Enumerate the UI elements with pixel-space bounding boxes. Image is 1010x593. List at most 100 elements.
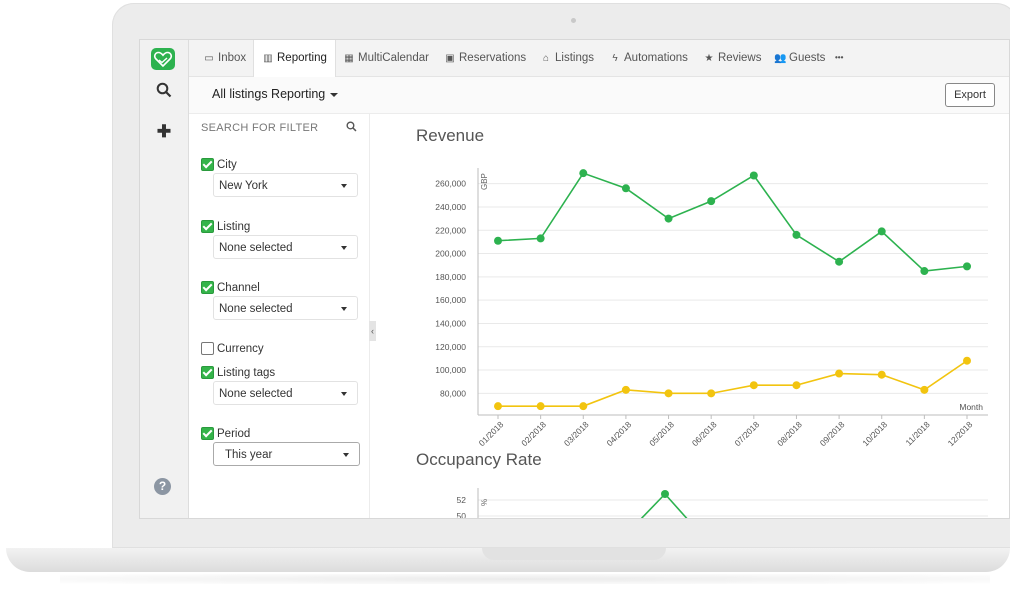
- data-point[interactable]: [621, 385, 630, 394]
- data-point[interactable]: [579, 169, 588, 178]
- select-caret-icon: [343, 453, 349, 457]
- bolt-icon: ϟ: [612, 53, 618, 64]
- data-point[interactable]: [494, 402, 502, 411]
- channel-select[interactable]: None selected: [213, 296, 358, 320]
- listing-checkbox[interactable]: [201, 220, 214, 234]
- data-point[interactable]: [835, 257, 844, 266]
- collapse-filters-button[interactable]: ‹: [369, 321, 376, 341]
- data-point[interactable]: [877, 227, 886, 236]
- series-line: [498, 360, 968, 407]
- filter-listing-tags: Listing tags None selected: [201, 364, 361, 405]
- charts-area: Revenue 80,000 100,000 120,000 140,000 160,0…: [370, 114, 1009, 518]
- period-checkbox[interactable]: [201, 427, 214, 441]
- x-tick-label: 06/2018: [690, 419, 719, 448]
- listing-tags-checkbox[interactable]: [201, 366, 214, 380]
- data-point[interactable]: [792, 230, 801, 239]
- y-tick-label: 80,000: [440, 388, 466, 398]
- y-tick-label: 52: [457, 495, 467, 505]
- data-point[interactable]: [920, 385, 929, 394]
- nav-item-reviews[interactable]: ★ Reviews: [703, 40, 762, 76]
- home-icon: ⌂: [542, 53, 550, 64]
- search-icon[interactable]: [154, 82, 174, 102]
- nav-item-listings[interactable]: ⌂ Listings: [540, 40, 594, 76]
- data-point[interactable]: [579, 402, 588, 411]
- filter-currency: Currency: [201, 340, 361, 358]
- nav-item-inbox[interactable]: ▭ Inbox: [203, 40, 246, 76]
- inbox-icon: ▭: [204, 53, 214, 64]
- nav-item-guests[interactable]: 👥 Guests: [774, 40, 825, 76]
- data-point[interactable]: [494, 236, 502, 245]
- filter-search-icon[interactable]: [346, 121, 357, 135]
- filter-panel: SEARCH FOR FILTER City New York Listing …: [189, 114, 370, 518]
- more-menu-button[interactable]: •••: [835, 53, 844, 62]
- select-caret-icon: [341, 307, 347, 311]
- listing-select[interactable]: None selected: [213, 235, 358, 259]
- y-tick-label: 200,000: [435, 249, 466, 259]
- data-point[interactable]: [664, 214, 673, 223]
- y-tick-label: 180,000: [435, 272, 466, 282]
- export-button[interactable]: Export: [945, 83, 995, 107]
- data-point[interactable]: [877, 370, 886, 379]
- data-point[interactable]: [536, 402, 545, 411]
- x-tick-label: 02/2018: [519, 419, 548, 448]
- x-tick-label: 10/2018: [860, 419, 889, 448]
- data-point[interactable]: [920, 267, 929, 276]
- data-point[interactable]: [621, 184, 630, 193]
- filter-search-input[interactable]: SEARCH FOR FILTER: [201, 122, 319, 134]
- y-tick-label: 100,000: [435, 365, 466, 375]
- nav-item-reservations[interactable]: ▣ Reservations: [444, 40, 526, 76]
- series-line: [497, 172, 968, 272]
- select-caret-icon: [341, 392, 347, 396]
- x-tick-label: 04/2018: [605, 419, 634, 448]
- data-point[interactable]: [536, 234, 545, 243]
- report-subbar: All listings Reporting Export: [189, 77, 1009, 114]
- x-tick-label: 09/2018: [818, 419, 847, 448]
- data-point[interactable]: [963, 356, 971, 365]
- app-screen: ✚ ? ▭ Inbox ▥ Reporting ▦ MultiCalendar ▣ Re…: [139, 39, 1010, 519]
- calendar-check-icon: ▣: [445, 53, 455, 64]
- data-point[interactable]: [835, 369, 844, 378]
- filter-city: City New York: [201, 156, 361, 197]
- data-point[interactable]: [749, 381, 758, 390]
- listing-tags-select[interactable]: None selected: [213, 381, 358, 405]
- data-point[interactable]: [661, 490, 669, 498]
- data-point[interactable]: [707, 389, 716, 398]
- filter-channel: Channel None selected: [201, 279, 361, 320]
- data-point[interactable]: [792, 381, 801, 390]
- listing-selector[interactable]: All listings Reporting: [212, 87, 339, 101]
- calendar-icon: ▦: [344, 53, 354, 64]
- city-select[interactable]: New York: [213, 173, 358, 197]
- nav-item-reporting[interactable]: ▥ Reporting: [253, 40, 336, 77]
- laptop-notch: [482, 548, 666, 560]
- x-tick-label: 12/2018: [946, 419, 975, 448]
- channel-checkbox[interactable]: [201, 281, 214, 295]
- help-icon[interactable]: ?: [154, 478, 171, 495]
- y-axis-label: GBP: [480, 173, 489, 190]
- currency-checkbox[interactable]: [201, 342, 214, 356]
- left-rail: ✚ ?: [140, 40, 189, 518]
- select-caret-icon: [341, 184, 347, 188]
- filter-period: Period This year: [201, 425, 361, 466]
- select-caret-icon: [341, 246, 347, 250]
- data-point[interactable]: [749, 171, 758, 180]
- y-tick-label: 160,000: [435, 295, 466, 305]
- plus-icon[interactable]: ✚: [156, 122, 172, 141]
- filter-listing: Listing None selected: [201, 218, 361, 259]
- users-icon: 👥: [774, 53, 787, 64]
- nav-item-multicalendar[interactable]: ▦ MultiCalendar: [343, 40, 429, 76]
- app-logo[interactable]: [151, 48, 175, 70]
- data-point[interactable]: [664, 389, 673, 398]
- y-tick-label: 260,000: [435, 179, 466, 189]
- camera-dot: [571, 18, 576, 23]
- revenue-chart-title: Revenue: [416, 126, 485, 145]
- y-axis-label: %: [480, 499, 489, 506]
- y-tick-label: 240,000: [435, 202, 466, 212]
- x-tick-label: 03/2018: [562, 419, 591, 448]
- data-point[interactable]: [707, 197, 716, 206]
- city-checkbox[interactable]: [201, 158, 214, 172]
- data-point[interactable]: [963, 262, 971, 271]
- period-select[interactable]: This year: [213, 442, 360, 466]
- star-icon: ★: [704, 53, 714, 64]
- nav-item-automations[interactable]: ϟ Automations: [609, 40, 688, 76]
- occupancy-chart-title: Occupancy Rate: [416, 450, 542, 469]
